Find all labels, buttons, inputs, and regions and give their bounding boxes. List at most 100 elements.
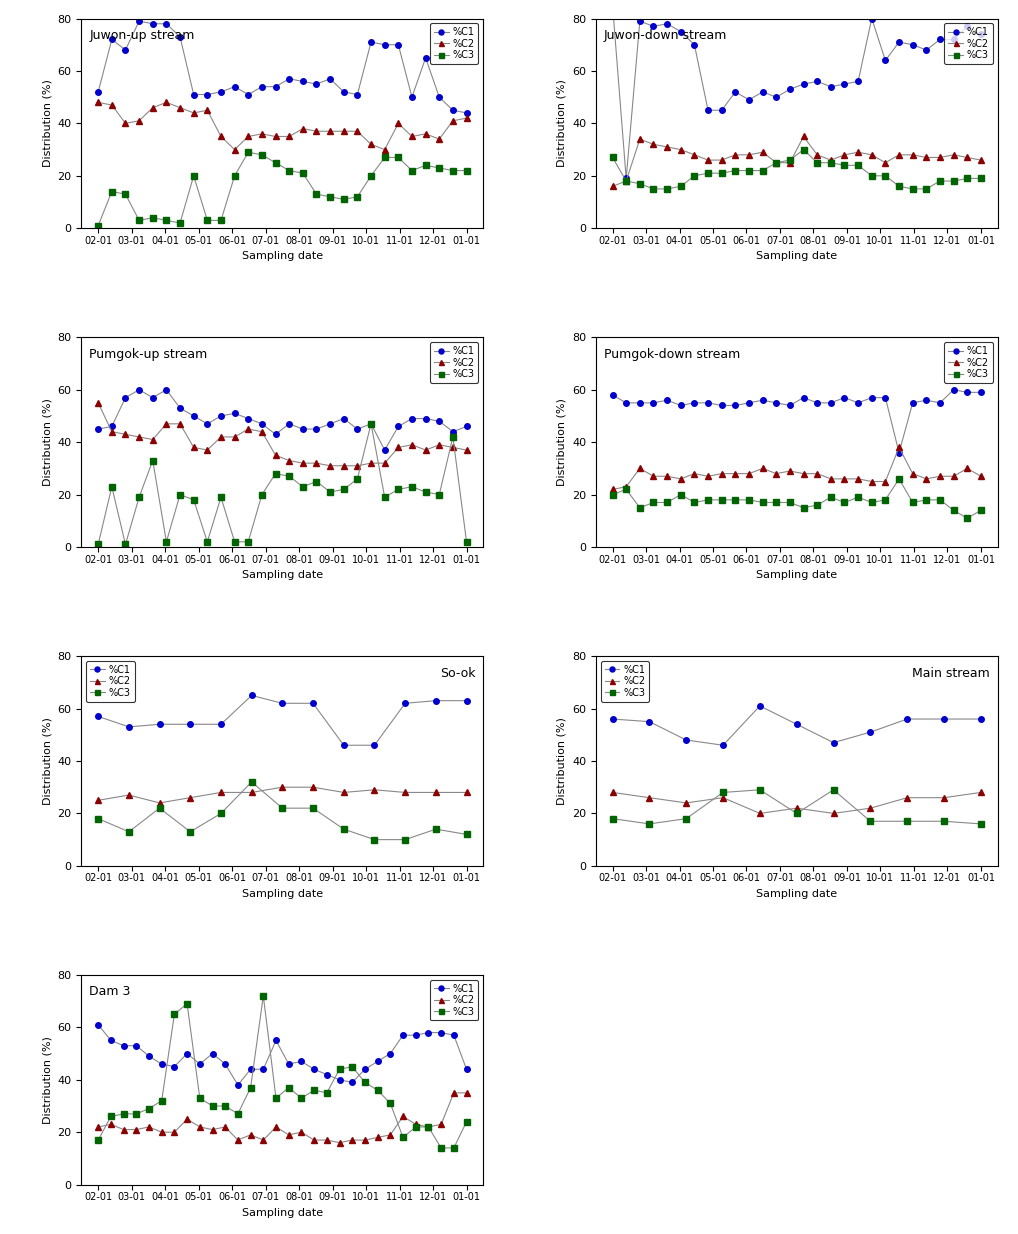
%C2 bbox=[283, 130, 295, 144]
%C1 bbox=[852, 74, 864, 89]
%C2 bbox=[187, 105, 200, 120]
%C2 bbox=[324, 458, 336, 473]
%C1 bbox=[117, 1038, 129, 1053]
%C3 bbox=[907, 181, 919, 196]
%C1 bbox=[880, 390, 892, 405]
%C1 bbox=[409, 1028, 421, 1043]
%C3 bbox=[338, 193, 350, 207]
%C3 bbox=[880, 168, 892, 183]
%C1 bbox=[154, 717, 166, 732]
Line: %C2: %C2 bbox=[610, 133, 983, 189]
Line: %C3: %C3 bbox=[96, 779, 469, 843]
%C2 bbox=[647, 469, 660, 484]
%C3 bbox=[105, 1109, 117, 1124]
%C3 bbox=[147, 210, 159, 225]
%C3 bbox=[296, 165, 308, 180]
%C2 bbox=[901, 790, 913, 805]
%C1 bbox=[399, 696, 411, 711]
%C3 bbox=[865, 495, 878, 510]
%C1 bbox=[948, 383, 960, 397]
%C1 bbox=[938, 712, 950, 727]
%C1 bbox=[756, 392, 769, 407]
%C2 bbox=[392, 441, 404, 455]
%C3 bbox=[364, 168, 377, 183]
%C1 bbox=[106, 420, 118, 434]
%C1 bbox=[716, 399, 728, 413]
%C3 bbox=[938, 814, 950, 829]
%C2 bbox=[784, 155, 796, 170]
%C2 bbox=[215, 130, 227, 144]
%C1 bbox=[338, 411, 350, 426]
%C2 bbox=[372, 1130, 384, 1145]
Line: %C3: %C3 bbox=[96, 421, 469, 547]
%C2 bbox=[232, 1133, 244, 1148]
%C1 bbox=[865, 11, 878, 26]
%C1 bbox=[123, 719, 135, 734]
%C2 bbox=[296, 121, 308, 136]
%C2 bbox=[828, 806, 840, 821]
%C1 bbox=[791, 717, 803, 732]
%C2 bbox=[334, 1135, 346, 1150]
%C2 bbox=[92, 1119, 104, 1134]
%C1 bbox=[307, 696, 320, 711]
%C2 bbox=[893, 147, 905, 162]
Line: %C2: %C2 bbox=[610, 790, 983, 816]
%C2 bbox=[864, 801, 876, 816]
%C3 bbox=[160, 213, 172, 228]
%C3 bbox=[154, 801, 166, 816]
%C2 bbox=[839, 147, 851, 162]
%C1 bbox=[880, 53, 892, 68]
%C2 bbox=[397, 1109, 409, 1124]
%C3 bbox=[379, 151, 391, 165]
Line: %C3: %C3 bbox=[610, 476, 983, 521]
%C3 bbox=[975, 172, 987, 186]
%C2 bbox=[852, 471, 864, 486]
Line: %C1: %C1 bbox=[610, 387, 983, 455]
%C1 bbox=[270, 79, 282, 94]
%C3 bbox=[607, 811, 619, 826]
%C2 bbox=[406, 437, 418, 452]
%C2 bbox=[865, 474, 878, 489]
%C2 bbox=[435, 1117, 447, 1132]
%C3 bbox=[852, 490, 864, 505]
%C3 bbox=[771, 155, 783, 170]
%C2 bbox=[634, 132, 646, 147]
%C1 bbox=[296, 74, 308, 89]
%C1 bbox=[419, 51, 432, 65]
%C3 bbox=[406, 479, 418, 494]
%C3 bbox=[270, 466, 282, 481]
%C1 bbox=[422, 1025, 435, 1040]
%C1 bbox=[92, 1017, 104, 1032]
Text: Juwon-up stream: Juwon-up stream bbox=[90, 28, 194, 42]
%C1 bbox=[893, 445, 905, 460]
%C1 bbox=[406, 411, 418, 426]
%C1 bbox=[321, 1067, 333, 1082]
Line: %C3: %C3 bbox=[96, 149, 469, 228]
%C3 bbox=[920, 492, 932, 507]
%C2 bbox=[307, 780, 320, 795]
%C1 bbox=[156, 1056, 168, 1071]
%C1 bbox=[797, 390, 809, 405]
%C1 bbox=[215, 408, 227, 423]
%C3 bbox=[119, 186, 131, 201]
%C1 bbox=[643, 714, 656, 729]
X-axis label: Sampling date: Sampling date bbox=[756, 570, 837, 580]
%C2 bbox=[283, 1128, 295, 1143]
%C2 bbox=[379, 455, 391, 470]
%C2 bbox=[258, 1133, 270, 1148]
%C3 bbox=[379, 490, 391, 505]
%C1 bbox=[119, 390, 131, 405]
%C3 bbox=[392, 151, 404, 165]
%C1 bbox=[893, 35, 905, 49]
%C3 bbox=[215, 806, 227, 821]
%C3 bbox=[392, 482, 404, 497]
%C3 bbox=[716, 165, 728, 180]
%C1 bbox=[920, 42, 932, 57]
%C3 bbox=[702, 165, 715, 180]
%C2 bbox=[338, 785, 350, 800]
%C2 bbox=[409, 1117, 421, 1132]
%C1 bbox=[379, 37, 391, 52]
%C1 bbox=[228, 79, 240, 94]
%C2 bbox=[688, 466, 700, 481]
Y-axis label: Distribution (%): Distribution (%) bbox=[42, 1035, 52, 1124]
